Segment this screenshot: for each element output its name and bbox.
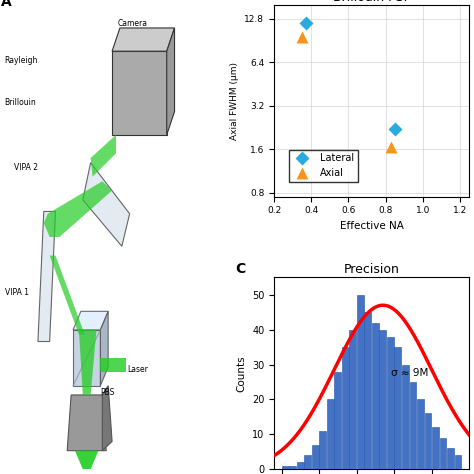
Bar [372,323,379,469]
Bar [439,438,447,469]
Bar [327,400,334,469]
Axial [388,145,394,150]
Polygon shape [167,28,174,135]
Axial [299,35,305,40]
Bar [447,448,454,469]
Polygon shape [91,135,116,177]
Bar [282,466,289,469]
Polygon shape [67,395,106,451]
Text: Rayleigh: Rayleigh [5,56,38,65]
Bar [290,466,296,469]
Bar [387,337,394,469]
Text: B: B [235,0,246,3]
Bar [112,51,167,135]
Text: C: C [235,262,246,276]
Polygon shape [73,311,108,330]
Text: Laser: Laser [128,365,148,374]
Title: Precision: Precision [344,263,400,276]
Polygon shape [112,28,174,51]
Bar [297,462,304,469]
Text: Camera: Camera [118,19,148,28]
Polygon shape [83,163,130,246]
Bar [342,347,349,469]
Bar [304,456,311,469]
Polygon shape [44,181,112,237]
Text: A: A [1,0,11,9]
Bar [365,312,371,469]
Bar [432,428,439,469]
Bar [312,445,319,469]
Bar [335,372,341,469]
Bar [394,347,401,469]
Polygon shape [100,358,126,372]
Polygon shape [75,451,99,469]
Text: PBS: PBS [100,388,115,397]
Bar [319,431,326,469]
Y-axis label: Axial FWHM (μm): Axial FWHM (μm) [230,62,239,140]
Polygon shape [79,330,97,395]
Bar [380,329,386,469]
Bar [425,413,431,469]
Bar [410,382,417,469]
Bar [73,330,100,386]
Lateral [303,20,309,26]
X-axis label: Effective NA: Effective NA [340,221,403,231]
Bar [417,400,424,469]
Line: Axial: Axial [296,32,397,153]
Text: Brillouin: Brillouin [5,98,36,107]
Polygon shape [100,311,108,386]
Line: Lateral: Lateral [301,18,400,134]
Text: σ ≈ 9M: σ ≈ 9M [391,368,428,378]
Polygon shape [50,255,85,335]
Text: VIPA 1: VIPA 1 [5,288,29,297]
Y-axis label: Counts: Counts [237,355,246,392]
Bar [357,295,364,469]
Polygon shape [102,386,112,451]
Bar [349,329,356,469]
Text: VIPA 2: VIPA 2 [15,163,38,172]
Bar [455,456,462,469]
Legend: Lateral, Axial: Lateral, Axial [289,150,358,182]
Lateral [392,127,398,132]
Bar [402,365,409,469]
Title: Brillouin PSF: Brillouin PSF [333,0,410,4]
Polygon shape [38,211,55,341]
